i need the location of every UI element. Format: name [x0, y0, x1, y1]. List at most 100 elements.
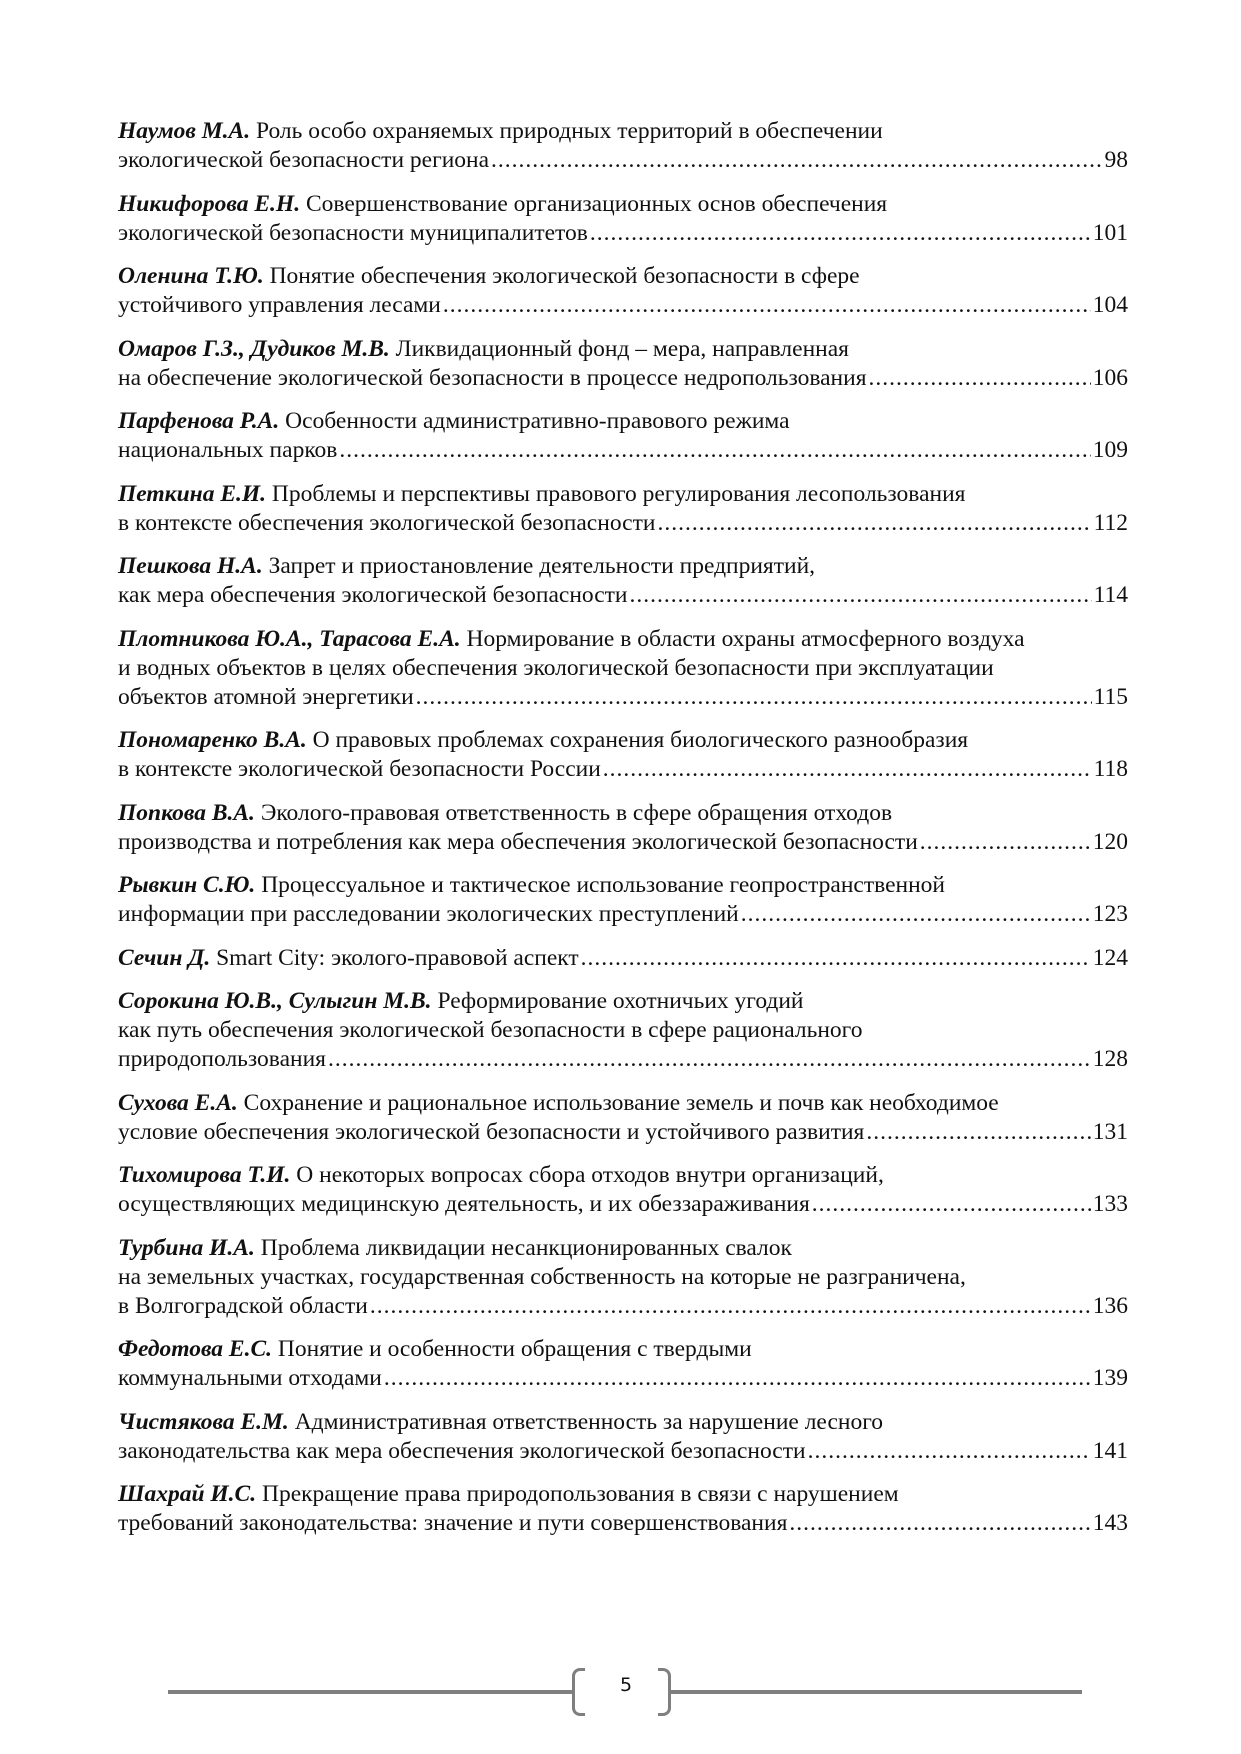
entry-title: Роль особо охраняемых природных территор… — [250, 118, 883, 144]
page-number: 5 — [619, 1674, 633, 1696]
dot-leader — [869, 364, 1091, 393]
dot-leader — [416, 683, 1092, 712]
toc-line-text: Федотова Е.С. Понятие и особенности обра… — [118, 1336, 752, 1362]
toc-line: производства и потребления как мера обес… — [118, 828, 1128, 857]
toc-line: на обеспечение экологической безопасност… — [118, 364, 1128, 393]
entry-page-number: 139 — [1092, 1365, 1128, 1391]
toc-line-text: Попкова В.А. Эколого-правовая ответствен… — [118, 800, 892, 826]
toc-line-text: в Волгоградской области — [118, 1292, 368, 1321]
toc-line: коммунальными отходами 139 — [118, 1364, 1128, 1393]
footer-rule-right — [670, 1690, 1082, 1694]
entry-title: и водных объектов в целях обеспечения эк… — [118, 654, 994, 681]
entry-author: Шахрай И.С. — [118, 1481, 257, 1507]
toc-line: экологической безопасности региона 98 — [118, 146, 1128, 175]
entry-title: на земельных участках, государственная с… — [118, 1263, 966, 1290]
toc-entry: Парфенова Р.А. Особенности административ… — [118, 407, 1128, 465]
entry-title: производства и потребления как мера обес… — [118, 828, 918, 855]
entry-author: Пономаренко В.А. — [118, 727, 307, 753]
toc-line: в контексте экологической безопасности Р… — [118, 755, 1128, 784]
entry-title: Понятие и особенности обращения с тверды… — [272, 1336, 752, 1362]
dot-leader — [328, 1045, 1091, 1074]
toc-line: Омаров Г.З., Дудиков М.В. Ликвидационный… — [118, 335, 1128, 364]
entry-title: в контексте обеспечения экологической бе… — [118, 509, 656, 536]
entry-title: Smart City: эколого-правовой аспект — [210, 944, 579, 971]
toc-entry: Плотникова Ю.А., Тарасова Е.А. Нормирова… — [118, 625, 1128, 712]
entry-page-number: 128 — [1092, 1046, 1128, 1072]
dot-leader — [808, 1437, 1091, 1466]
entry-author: Оленина Т.Ю. — [118, 263, 264, 289]
entry-page-number: 123 — [1092, 901, 1128, 927]
entry-title: Административная ответственность за нару… — [288, 1408, 884, 1435]
entry-author: Турбина И.А. — [118, 1234, 255, 1261]
toc-line: экологической безопасности муниципалитет… — [118, 219, 1128, 248]
entry-title: объектов атомной энергетики — [118, 683, 414, 710]
entry-author: Пешкова Н.А. — [118, 553, 263, 579]
toc-entry: Омаров Г.З., Дудиков М.В. Ликвидационный… — [118, 335, 1128, 393]
entry-title: экологической безопасности муниципалитет… — [118, 219, 588, 246]
toc-entry: Чистякова Е.М. Административная ответств… — [118, 1408, 1128, 1466]
entry-page-number: 98 — [1104, 147, 1129, 173]
toc-line-text: и водных объектов в целях обеспечения эк… — [118, 655, 994, 681]
toc-line-text: Сечин Д. Smart City: эколого-правовой ас… — [118, 944, 579, 973]
toc-line: законодательства как мера обеспечения эк… — [118, 1437, 1128, 1466]
toc-line-text: требований законодательства: значение и … — [118, 1509, 787, 1538]
toc-entry: Никифорова Е.Н. Совершенствование органи… — [118, 190, 1128, 248]
toc-line: на земельных участках, государственная с… — [118, 1263, 1128, 1292]
toc-line: Оленина Т.Ю. Понятие обеспечения экологи… — [118, 262, 1128, 291]
entry-title: Сохранение и рациональное использование … — [237, 1089, 999, 1116]
entry-author: Парфенова Р.А. — [118, 408, 280, 434]
entry-page-number: 141 — [1092, 1437, 1128, 1464]
entry-title: на обеспечение экологической безопасност… — [118, 364, 867, 391]
toc-line: как мера обеспечения экологической безоп… — [118, 581, 1128, 610]
toc-entry: Петкина Е.И. Проблемы и перспективы прав… — [118, 480, 1128, 538]
toc-line: устойчивого управления лесами 104 — [118, 291, 1128, 320]
toc-line: Петкина Е.И. Проблемы и перспективы прав… — [118, 480, 1128, 509]
toc-line-text: Чистякова Е.М. Административная ответств… — [118, 1409, 883, 1435]
page-footer: 5 — [168, 1662, 1082, 1722]
entry-title: требований законодательства: значение и … — [118, 1510, 788, 1536]
toc-entry: Сорокина Ю.В., Сулыгин М.В. Реформирован… — [118, 987, 1128, 1074]
dot-leader — [384, 1364, 1091, 1393]
dot-leader — [920, 828, 1091, 857]
entry-page-number: 136 — [1092, 1292, 1128, 1319]
entry-author: Никифорова Е.Н. — [118, 190, 301, 217]
toc-line-text: как путь обеспечения экологической безоп… — [118, 1017, 862, 1043]
entry-page-number: 143 — [1092, 1510, 1128, 1536]
entry-title: О правовых проблемах сохранения биологич… — [306, 727, 969, 753]
table-of-contents: Наумов М.А. Роль особо охраняемых природ… — [118, 117, 1128, 1553]
toc-entry: Попкова В.А. Эколого-правовая ответствен… — [118, 799, 1128, 857]
toc-line: Сорокина Ю.В., Сулыгин М.В. Реформирован… — [118, 987, 1128, 1016]
toc-line-text: условие обеспечения экологической безопа… — [118, 1118, 864, 1147]
toc-line-text: Сухова Е.А. Сохранение и рациональное ис… — [118, 1090, 999, 1116]
toc-line-text: Наумов М.А. Роль особо охраняемых природ… — [118, 118, 883, 144]
toc-entry: Сечин Д. Smart City: эколого-правовой ас… — [118, 944, 1128, 973]
toc-line-text: Никифорова Е.Н. Совершенствование органи… — [118, 191, 887, 217]
entry-title: информации при расследовании экологическ… — [118, 901, 739, 927]
dot-leader — [866, 1118, 1090, 1147]
toc-line: объектов атомной энергетики 115 — [118, 683, 1128, 712]
toc-line-text: Сорокина Ю.В., Сулыгин М.В. Реформирован… — [118, 988, 804, 1014]
toc-line: Наумов М.А. Роль особо охраняемых природ… — [118, 117, 1128, 146]
entry-title: коммунальными отходами — [118, 1365, 382, 1391]
toc-line-text: в контексте обеспечения экологической бе… — [118, 509, 655, 538]
toc-line: Никифорова Е.Н. Совершенствование органи… — [118, 190, 1128, 219]
dot-leader — [603, 755, 1092, 784]
entry-page-number: 104 — [1092, 292, 1128, 318]
entry-title: условие обеспечения экологической безопа… — [118, 1118, 865, 1145]
dot-leader — [491, 146, 1102, 175]
entry-title: Реформирование охотничьих угодий — [431, 988, 804, 1014]
toc-line: в контексте обеспечения экологической бе… — [118, 509, 1128, 538]
toc-line: осуществляющих медицинскую деятельность,… — [118, 1190, 1128, 1219]
entry-title: в контексте экологической безопасности Р… — [118, 756, 601, 782]
entry-title: как мера обеспечения экологической безоп… — [118, 582, 628, 608]
entry-title: национальных парков — [118, 437, 338, 463]
entry-title: в Волгоградской области — [118, 1292, 368, 1319]
toc-entry: Шахрай И.С. Прекращение права природопол… — [118, 1480, 1128, 1538]
entry-author: Сорокина Ю.В., Сулыгин М.В. — [118, 988, 432, 1014]
toc-line-text: Плотникова Ю.А., Тарасова Е.А. Нормирова… — [118, 626, 1025, 652]
entry-title: Понятие обеспечения экологической безопа… — [263, 263, 860, 289]
entry-author: Чистякова Е.М. — [118, 1408, 289, 1435]
footer-rule-left — [168, 1690, 574, 1694]
toc-line: природопользования 128 — [118, 1045, 1128, 1074]
entry-page-number: 118 — [1093, 756, 1128, 782]
